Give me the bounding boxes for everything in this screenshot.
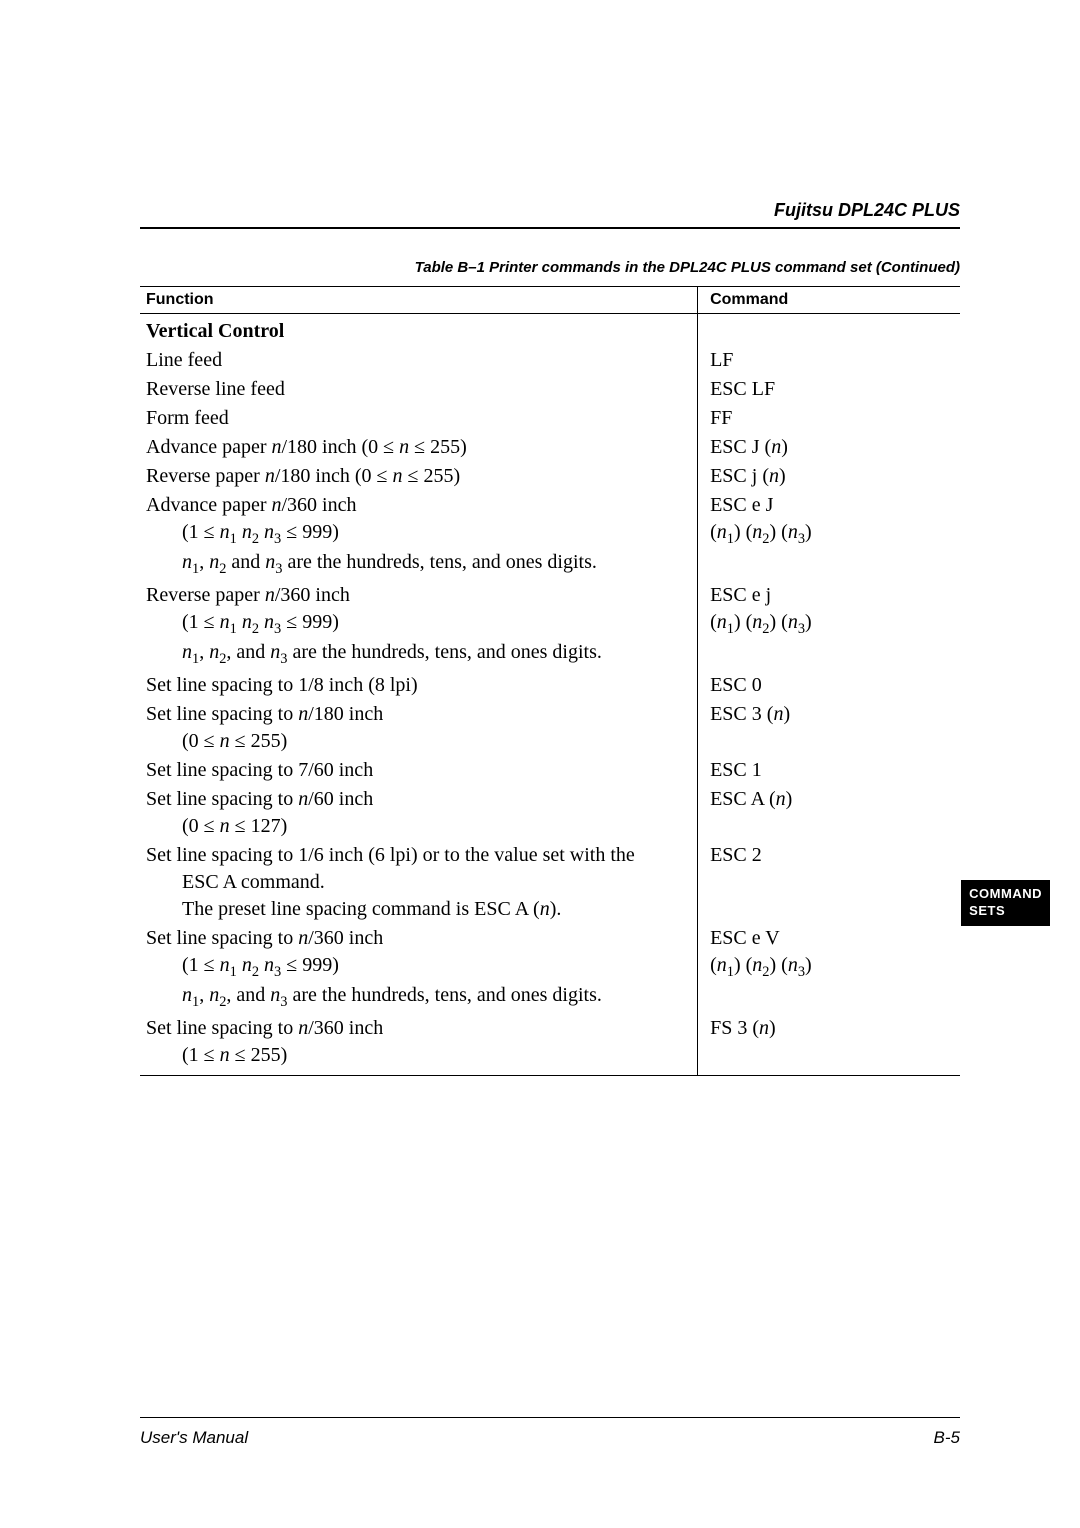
func-cell: Set line spacing to n/60 inch (0 ≤ n ≤ 1… xyxy=(140,785,698,841)
table-row: Reverse paper n/360 inch (1 ≤ n1 n2 n3 ≤… xyxy=(140,581,960,671)
cmd-cell: ESC 1 xyxy=(698,756,960,785)
func-cell: Set line spacing to n/180 inch (0 ≤ n ≤ … xyxy=(140,700,698,756)
header-rule xyxy=(140,227,960,229)
func-cell: Reverse paper n/180 inch (0 ≤ n ≤ 255) xyxy=(140,462,698,491)
cmd-cell: LF xyxy=(698,346,960,375)
func-cell: Set line spacing to n/360 inch (1 ≤ n1 n… xyxy=(140,924,698,1014)
func-cell: Line feed xyxy=(140,346,698,375)
table-row: Reverse line feed ESC LF xyxy=(140,375,960,404)
func-cell: Reverse paper n/360 inch (1 ≤ n1 n2 n3 ≤… xyxy=(140,581,698,671)
table-row: Line feed LF xyxy=(140,346,960,375)
func-cell: Form feed xyxy=(140,404,698,433)
cmd-cell: ESC e V (n1) (n2) (n3) xyxy=(698,924,960,1014)
func-cell: Set line spacing to 1/6 inch (6 lpi) or … xyxy=(140,841,698,924)
func-cell: Advance paper n/180 inch (0 ≤ n ≤ 255) xyxy=(140,433,698,462)
command-table: Function Command Vertical Control Line f… xyxy=(140,286,960,1076)
cmd-cell: ESC 2 xyxy=(698,841,960,924)
table-row: Set line spacing to 1/6 inch (6 lpi) or … xyxy=(140,841,960,924)
table-row: Set line spacing to 7/60 inch ESC 1 xyxy=(140,756,960,785)
cmd-cell: FS 3 (n) xyxy=(698,1014,960,1076)
table-row: Advance paper n/360 inch (1 ≤ n1 n2 n3 ≤… xyxy=(140,491,960,581)
table-row: Reverse paper n/180 inch (0 ≤ n ≤ 255) E… xyxy=(140,462,960,491)
table-row: Set line spacing to 1/8 inch (8 lpi) ESC… xyxy=(140,671,960,700)
footer-rule xyxy=(140,1417,960,1418)
col-command: Command xyxy=(698,287,960,314)
table-row: Set line spacing to n/360 inch (1 ≤ n1 n… xyxy=(140,924,960,1014)
table-row: Set line spacing to n/360 inch (1 ≤ n ≤ … xyxy=(140,1014,960,1076)
func-cell: Set line spacing to 7/60 inch xyxy=(140,756,698,785)
func-cell: Set line spacing to n/360 inch (1 ≤ n ≤ … xyxy=(140,1014,698,1076)
cmd-cell: ESC e J (n1) (n2) (n3) xyxy=(698,491,960,581)
cmd-cell: FF xyxy=(698,404,960,433)
cmd-cell: ESC 3 (n) xyxy=(698,700,960,756)
cmd-cell: ESC LF xyxy=(698,375,960,404)
func-cell: Advance paper n/360 inch (1 ≤ n1 n2 n3 ≤… xyxy=(140,491,698,581)
cmd-cell: ESC J (n) xyxy=(698,433,960,462)
footer-right: B-5 xyxy=(934,1428,960,1448)
cmd-cell: ESC e j (n1) (n2) (n3) xyxy=(698,581,960,671)
table-header-row: Function Command xyxy=(140,287,960,314)
page: Fujitsu DPL24C PLUS Table B–1 Printer co… xyxy=(0,0,1080,1528)
table-caption: Table B–1 Printer commands in the DPL24C… xyxy=(140,259,960,276)
table-row: Set line spacing to n/180 inch (0 ≤ n ≤ … xyxy=(140,700,960,756)
table-row: Form feed FF xyxy=(140,404,960,433)
func-cell: Set line spacing to 1/8 inch (8 lpi) xyxy=(140,671,698,700)
table-row: Advance paper n/180 inch (0 ≤ n ≤ 255) E… xyxy=(140,433,960,462)
section-title: Vertical Control xyxy=(140,314,698,347)
cmd-cell: ESC A (n) xyxy=(698,785,960,841)
table-row: Set line spacing to n/60 inch (0 ≤ n ≤ 1… xyxy=(140,785,960,841)
footer-left: User's Manual xyxy=(140,1428,248,1448)
section-row: Vertical Control xyxy=(140,314,960,347)
page-footer: User's Manual B-5 xyxy=(140,1409,960,1448)
side-tab: COMMAND SETS xyxy=(961,880,1050,926)
page-header: Fujitsu DPL24C PLUS xyxy=(140,200,960,221)
side-tab-line2: SETS xyxy=(969,903,1005,918)
side-tab-line1: COMMAND xyxy=(969,886,1042,901)
cmd-cell: ESC 0 xyxy=(698,671,960,700)
col-function: Function xyxy=(140,287,698,314)
func-cell: Reverse line feed xyxy=(140,375,698,404)
cmd-cell: ESC j (n) xyxy=(698,462,960,491)
